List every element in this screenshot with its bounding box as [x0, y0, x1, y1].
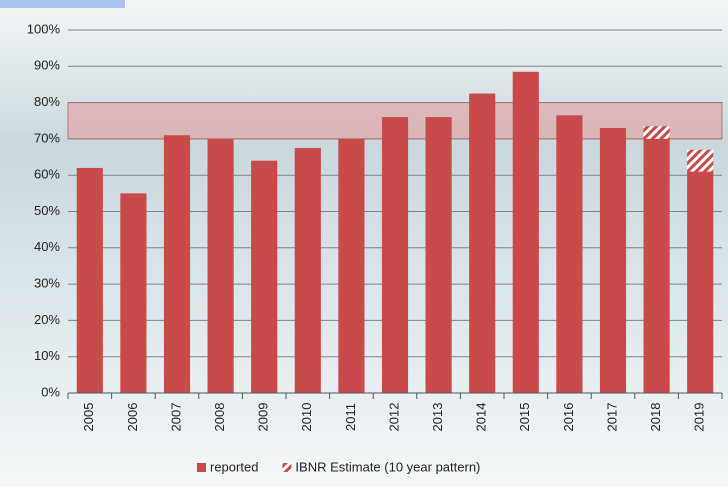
- bar: [644, 126, 670, 139]
- legend-label: IBNR Estimate (10 year pattern): [295, 459, 480, 474]
- bar: [382, 117, 408, 393]
- bar: [687, 172, 713, 393]
- y-tick-label: 60%: [34, 167, 60, 182]
- y-tick-label: 90%: [34, 58, 60, 73]
- bar: [77, 168, 103, 393]
- x-tick-label: 2019: [692, 403, 707, 432]
- y-tick-label: 30%: [34, 276, 60, 291]
- bar: [120, 193, 146, 393]
- bar: [469, 94, 495, 393]
- x-tick-label: 2016: [561, 403, 576, 432]
- bar: [208, 139, 234, 393]
- chart: 0% 10% 20% 30% 40% 50% 60% 70% 80% 90% 100% 2005 200…: [0, 0, 728, 487]
- bar: [556, 115, 582, 393]
- x-tick-label: 2010: [299, 403, 314, 432]
- bar: [251, 161, 277, 393]
- y-tick-label: 20%: [34, 312, 60, 327]
- x-tick-label: 2008: [212, 403, 227, 432]
- x-tick-label: 2015: [517, 403, 532, 432]
- y-tick-label: 70%: [34, 130, 60, 145]
- bar: [644, 139, 670, 393]
- bar: [295, 148, 321, 393]
- x-tick-label: 2006: [125, 403, 140, 432]
- x-tick-label: 2009: [256, 403, 271, 432]
- legend-swatch: [197, 463, 206, 472]
- x-tick-label: 2011: [343, 403, 358, 431]
- bar: [338, 139, 364, 393]
- legend-label: reported: [210, 459, 258, 474]
- legend-swatch: [282, 463, 291, 472]
- y-tick-label: 10%: [34, 348, 60, 363]
- bar: [687, 150, 713, 172]
- bar: [600, 128, 626, 393]
- bar: [164, 135, 190, 393]
- bar: [426, 117, 452, 393]
- x-tick-label: 2012: [386, 403, 401, 432]
- x-tick-label: 2017: [604, 403, 619, 432]
- corner-tab: [0, 0, 125, 8]
- x-tick-label: 2018: [648, 403, 663, 432]
- x-tick-label: 2013: [430, 403, 445, 432]
- x-tick-label: 2005: [81, 403, 96, 432]
- y-tick-label: 80%: [34, 94, 60, 109]
- y-tick-label: 0%: [41, 384, 60, 399]
- x-tick-label: 2014: [474, 403, 489, 432]
- y-tick-label: 100%: [27, 21, 61, 36]
- x-tick-label: 2007: [168, 403, 183, 432]
- bar: [513, 72, 539, 393]
- y-tick-label: 50%: [34, 203, 60, 218]
- y-tick-label: 40%: [34, 239, 60, 254]
